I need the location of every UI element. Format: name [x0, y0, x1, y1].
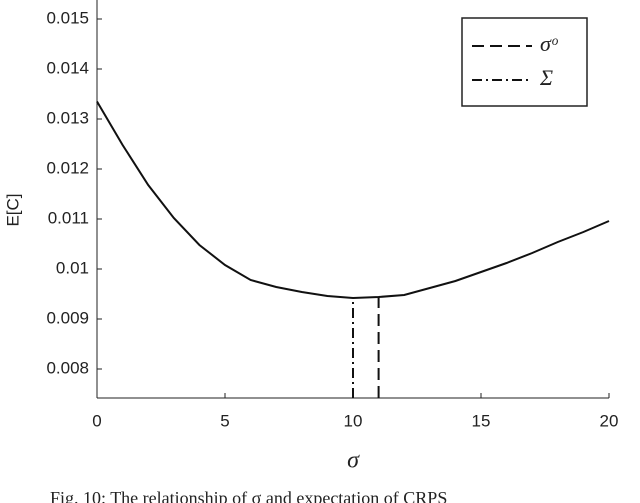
y-tick-label: 0.008	[46, 358, 89, 377]
y-tick-label: 0.011	[48, 208, 89, 227]
y-tick-label: 0.012	[46, 158, 89, 177]
y-tick-label: 0.01	[56, 258, 89, 277]
x-tick-label: 20	[600, 411, 619, 430]
legend-box	[461, 17, 588, 107]
y-tick-label: 0.013	[46, 108, 89, 127]
line	[96, 100, 610, 300]
y-axis-label: E[C]	[3, 193, 22, 226]
y-tick-label: 0.015	[46, 8, 89, 27]
x-tick-label: 5	[220, 411, 229, 430]
legend-label: Σ	[539, 65, 553, 90]
legend-label: σᵒ	[540, 31, 559, 56]
y-tick-label: 0.014	[46, 58, 89, 77]
y-tick-label: 0.009	[46, 308, 89, 327]
x-tick-label: 0	[92, 411, 101, 430]
x-axis-label: σ	[347, 448, 360, 474]
x-tick-label: 10	[344, 411, 363, 430]
caption: Fig. 10: The relationship of σ and expec…	[50, 488, 447, 503]
x-tick-label: 15	[472, 411, 491, 430]
